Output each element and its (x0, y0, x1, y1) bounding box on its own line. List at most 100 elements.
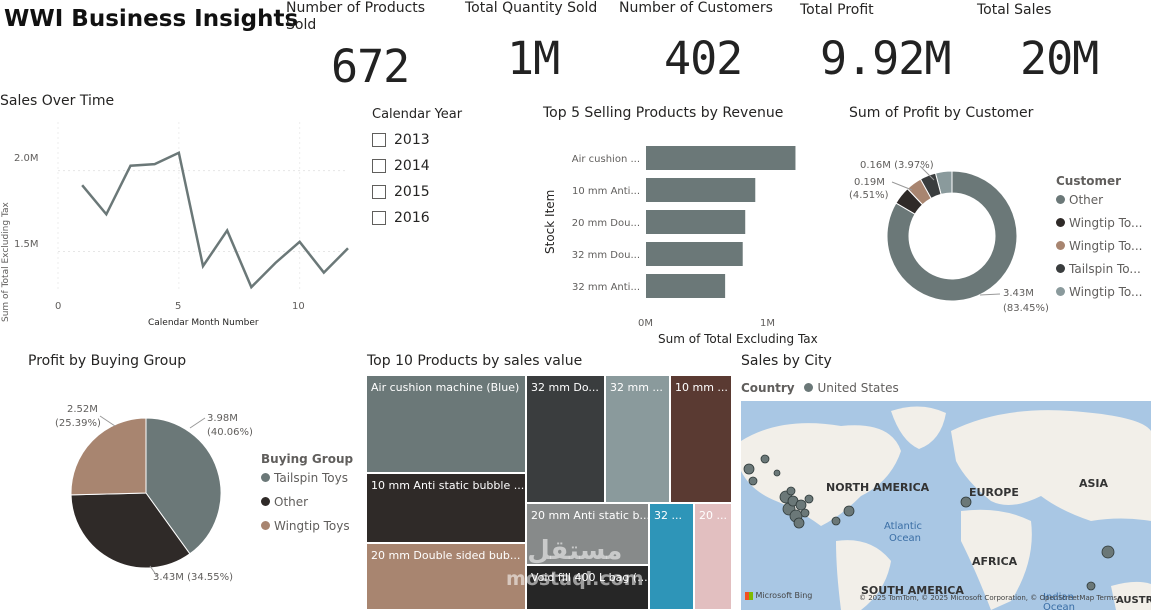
data-label: (25.39%) (55, 418, 101, 429)
tile-label: 10 mm ... (675, 381, 728, 394)
sales-over-time-chart[interactable]: Sum of Total Excluding Tax 2.0M 1.5M 0 5… (0, 112, 360, 332)
tile-label: 32 mm ... (610, 381, 663, 394)
bar (646, 210, 746, 234)
legend-dot-icon (1056, 218, 1065, 227)
kpi-value: 1M (507, 32, 560, 85)
slicer-option-label: 2016 (394, 210, 430, 226)
legend-dot-icon (261, 521, 270, 530)
legend-dot-icon (804, 383, 814, 392)
legend-item[interactable]: Wingtip To... (1056, 216, 1143, 239)
profit-by-group-pie[interactable]: 3.98M (40.06%) 2.52M (25.39%) 3.43M (34.… (45, 398, 255, 588)
y-axis-label: Stock Item (543, 190, 557, 254)
eurasia-landmass (951, 410, 1151, 521)
slicer-option-2014[interactable]: 2014 (372, 153, 492, 179)
leader-line (919, 165, 935, 181)
y-axis-label: Sum of Total Excluding Tax (1, 202, 11, 322)
africa-landmass (961, 509, 1032, 610)
treemap-tile[interactable]: 32 ... (649, 503, 694, 610)
treemap-tile[interactable]: Void fill 400 L bag (... (526, 565, 649, 610)
checkbox[interactable] (372, 185, 386, 199)
kpi-value: 9.92M (820, 32, 951, 85)
kpi-label: Total Quantity Sold (465, 0, 598, 16)
treemap-tile[interactable]: 10 mm Anti static bubble ... (366, 473, 526, 543)
legend-item[interactable]: Wingtip Toys (261, 519, 353, 543)
treemap-tile[interactable]: 20 mm Anti static b... (526, 503, 649, 565)
kpi-label: Number of Customers (619, 0, 773, 16)
checkbox[interactable] (372, 211, 386, 225)
tile-label: 10 mm Anti static bubble ... (371, 479, 525, 492)
slicer-option-2015[interactable]: 2015 (372, 179, 492, 205)
treemap-tile[interactable]: 10 mm ... (670, 375, 732, 503)
sales-over-time-title: Sales Over Time (0, 93, 115, 109)
slicer-option-2013[interactable]: 2013 (372, 127, 492, 153)
slicer-option-label: 2015 (394, 184, 430, 200)
treemap-tile[interactable]: 20 mm Double sided bub... (366, 543, 526, 610)
treemap-tile[interactable]: 32 mm Do... (526, 375, 605, 503)
australia-landmass (1111, 581, 1151, 610)
legend-title: Buying Group (261, 452, 354, 466)
kpi-label: Total Sales (977, 2, 1052, 18)
legend-item[interactable]: Other (1056, 193, 1143, 216)
data-label: (83.45%) (1003, 303, 1049, 314)
x-axis-label: Calendar Month Number (148, 318, 259, 328)
y-tick: 2.0M (14, 153, 39, 164)
kpi-products-sold: Number of Products Sold 672 (286, 0, 446, 95)
map-attribution[interactable]: © 2025 TomTom, © 2025 Microsoft Corporat… (859, 594, 1118, 602)
watermark-domain: mostaql.com (506, 568, 644, 590)
map-label: ASIA (1079, 477, 1109, 490)
slicer-option-2016[interactable]: 2016 (372, 205, 492, 231)
treemap-tile[interactable]: Air cushion machine (Blue) (366, 375, 526, 473)
calendar-year-slicer: Calendar Year 2013 2014 2015 2016 (372, 107, 492, 231)
city-bubble (773, 469, 781, 477)
data-label: 0.16M (3.97%) (860, 160, 934, 171)
south-america-landmass (836, 540, 891, 610)
legend-label: Tailspin Toys (274, 471, 348, 485)
legend-dot-icon (261, 473, 270, 482)
legend-dot-icon (1056, 287, 1065, 296)
legend-item[interactable]: Wingtip To... (1056, 285, 1143, 308)
leader-line (891, 181, 913, 191)
checkbox[interactable] (372, 159, 386, 173)
city-bubble (1086, 581, 1096, 591)
customer-legend: Customer Other Wingtip To... Wingtip To.… (1056, 174, 1143, 308)
data-label: (40.06%) (207, 427, 253, 438)
x-tick: 5 (175, 301, 181, 312)
bar (646, 146, 796, 170)
map-label: Ocean (889, 533, 921, 544)
legend-item[interactable]: Tailspin Toys (261, 471, 353, 495)
legend-item[interactable]: Other (261, 495, 353, 519)
tile-label: 32 mm Do... (531, 381, 599, 394)
category-label: Air cushion ... (572, 154, 640, 165)
city-bubble (831, 516, 841, 526)
map-label: SOUTH AMERICA (861, 584, 964, 597)
city-bubble (804, 494, 814, 504)
category-label: 10 mm Anti... (572, 186, 640, 197)
top5-bar-chart[interactable]: Stock Item 0M 1M Sum of Total Excluding … (538, 130, 818, 350)
kpi-value: 672 (331, 40, 410, 93)
treemap-tile[interactable]: 32 mm ... (605, 375, 670, 503)
treemap: Air cushion machine (Blue) 10 mm Anti st… (366, 375, 732, 610)
bar (646, 178, 756, 202)
treemap-tile[interactable]: 20 ... (694, 503, 732, 610)
map-label: Atlantic (884, 521, 922, 532)
bar (646, 242, 743, 266)
pie-slice (145, 417, 222, 555)
map-legend-item[interactable]: United States (817, 381, 899, 395)
treemap-title: Top 10 Products by sales value (367, 353, 583, 369)
watermark: مستقل mostaql.com (506, 537, 644, 593)
city-bubble (760, 454, 770, 464)
pie-slice (70, 417, 147, 496)
kpi-value: 20M (1020, 32, 1099, 85)
donut-slice (919, 172, 942, 200)
donut-slice (895, 188, 924, 215)
profit-by-customer-donut[interactable]: 0.16M (3.97%) 0.19M (4.51%) 3.43M (83.45… (840, 150, 1050, 320)
legend-label: Wingtip Toys (274, 519, 350, 533)
sales-map[interactable]: NORTH AMERICA EUROPE ASIA Atlantic Ocean… (741, 401, 1151, 610)
checkbox[interactable] (372, 133, 386, 147)
legend-item[interactable]: Wingtip To... (1056, 239, 1143, 262)
legend-item[interactable]: Tailspin To... (1056, 262, 1143, 285)
category-label: 32 mm Dou... (572, 250, 640, 261)
donut-slice (886, 170, 1018, 302)
pie-slice (70, 492, 191, 569)
legend-label: Wingtip To... (1069, 216, 1143, 230)
